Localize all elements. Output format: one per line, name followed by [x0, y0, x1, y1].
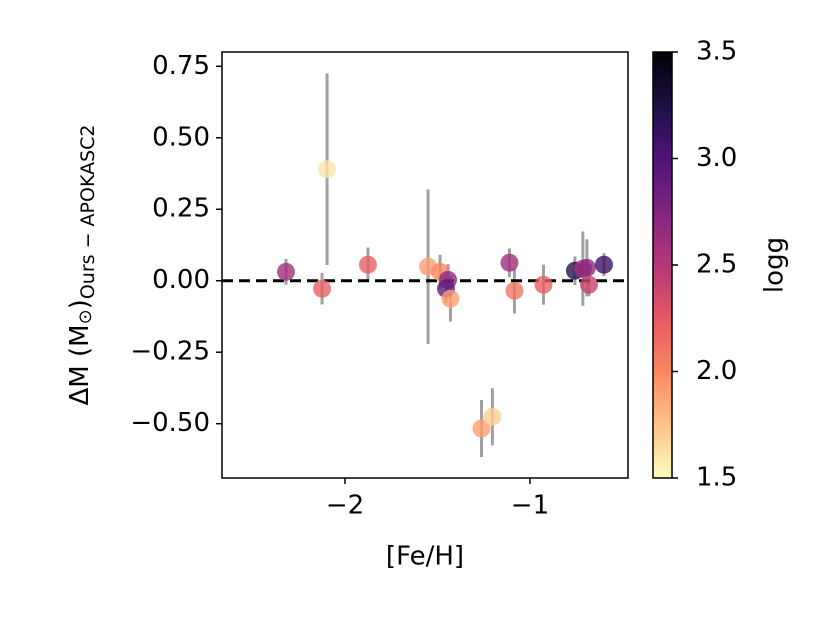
y-tick-label: −0.50 [130, 408, 210, 438]
point [579, 275, 598, 294]
colorbar-tick-label: 1.5 [696, 463, 737, 493]
point [472, 419, 491, 438]
y-label-sym: ⊙ [75, 309, 96, 324]
x-tick-label: −1 [511, 491, 549, 521]
point [313, 279, 332, 298]
point [483, 407, 502, 426]
point [505, 281, 524, 300]
colorbar-tick-label: 2.0 [696, 356, 737, 386]
colorbar-tick-label: 3.5 [696, 37, 737, 67]
y-tick-label: −0.25 [130, 337, 210, 367]
y-label-close: ) [65, 299, 95, 309]
point [534, 275, 553, 294]
plot-frame [221, 51, 629, 479]
y-tick-label: 0.00 [152, 265, 210, 295]
point [358, 255, 377, 274]
point [318, 160, 337, 179]
y-tick-label: 0.25 [152, 194, 210, 224]
colorbar-tick-label: 3.0 [696, 143, 737, 173]
y-tick-label: 0.75 [152, 51, 210, 81]
x-axis-label: [Fe/H] [386, 542, 464, 572]
colorbar [652, 51, 673, 479]
y-label-main: ΔM (M [65, 324, 95, 405]
y-tick-label: 0.50 [152, 122, 210, 152]
y-label-sub: Ours − APOKASC2 [77, 125, 99, 300]
point [500, 253, 519, 272]
point [276, 262, 295, 281]
point [441, 289, 460, 308]
colorbar-tick-label: 2.5 [696, 250, 737, 280]
point [594, 255, 613, 274]
y-axis-label: ΔM (M⊙)Ours − APOKASC2 [65, 125, 99, 406]
point [577, 258, 596, 277]
colorbar-label: logg [760, 237, 790, 293]
x-tick-label: −2 [326, 491, 364, 521]
